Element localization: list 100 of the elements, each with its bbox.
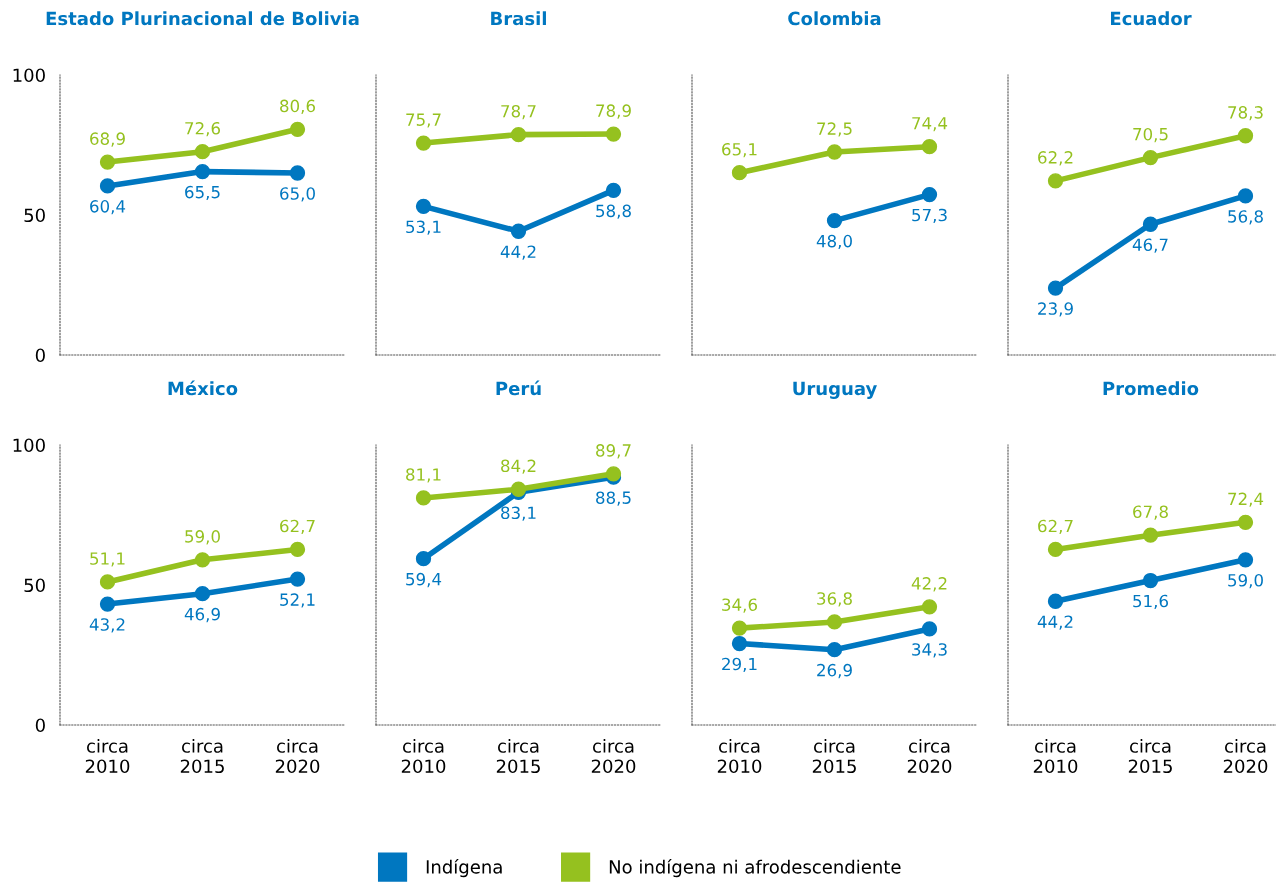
- point: [289, 571, 306, 587]
- point: [1237, 188, 1254, 204]
- y-tick-label: 50: [24, 578, 45, 593]
- data-label: 46,9: [184, 607, 220, 623]
- data-label: 72,4: [1228, 492, 1264, 507]
- point: [826, 212, 843, 229]
- point: [415, 490, 432, 506]
- y-tick-label: 0: [35, 718, 45, 733]
- y-tick-label: 100: [13, 68, 45, 83]
- data-label: 72,6: [185, 122, 221, 137]
- data-label: 62,7: [280, 519, 315, 535]
- point: [289, 541, 306, 558]
- data-label: 56,8: [1228, 210, 1263, 225]
- point: [510, 127, 527, 143]
- data-label: 72,5: [817, 122, 852, 137]
- data-label: 59,0: [1228, 573, 1263, 589]
- point: [921, 186, 938, 203]
- data-label: 83,1: [501, 506, 536, 521]
- point: [1047, 173, 1064, 189]
- data-label: 70,5: [1133, 127, 1168, 143]
- data-label: 43,2: [89, 618, 125, 633]
- data-label: 36,8: [817, 592, 852, 607]
- point: [731, 165, 748, 181]
- x-tick-label: circa 2010: [1033, 738, 1078, 774]
- point: [289, 165, 306, 181]
- point: [194, 552, 211, 568]
- point: [194, 586, 211, 602]
- x-tick-label: circa 2015: [812, 738, 856, 774]
- data-label: 68,9: [90, 132, 125, 147]
- data-label: 48,0: [816, 234, 852, 250]
- chart-title: Promedio: [1103, 381, 1199, 396]
- chart-title: Ecuador: [1111, 11, 1192, 26]
- data-label: 42,2: [911, 577, 947, 592]
- point: [99, 178, 116, 194]
- point: [1237, 552, 1254, 568]
- data-label: 59,0: [185, 530, 220, 545]
- point: [99, 574, 116, 590]
- point: [605, 126, 622, 142]
- data-label: 29,1: [722, 657, 757, 673]
- x-tick-label: circa 2020: [1223, 738, 1268, 774]
- data-label: 81,1: [406, 468, 441, 483]
- point: [99, 154, 116, 170]
- chart-title: Perú: [496, 380, 541, 396]
- data-label: 65,1: [722, 143, 757, 158]
- data-label: 53,1: [406, 220, 441, 235]
- data-label: 65,5: [185, 185, 220, 201]
- legend-label: No indígena ni afrodescendiente: [609, 859, 901, 878]
- data-label: 59,4: [406, 572, 442, 588]
- data-label: 52,1: [280, 593, 315, 608]
- point: [921, 139, 938, 155]
- data-label: 89,7: [596, 444, 631, 459]
- data-label: 34,3: [912, 643, 947, 658]
- point: [826, 642, 843, 658]
- point: [1142, 149, 1159, 166]
- x-tick-label: circa 2010: [401, 738, 446, 774]
- x-tick-label: circa 2015: [180, 738, 224, 774]
- point: [194, 144, 211, 160]
- data-label: 23,9: [1038, 302, 1073, 317]
- point: [415, 551, 432, 567]
- point: [826, 144, 843, 160]
- point: [99, 596, 116, 612]
- data-label: 67,8: [1133, 505, 1168, 520]
- point: [415, 198, 432, 214]
- data-label: 60,4: [90, 200, 126, 215]
- point: [1237, 514, 1254, 530]
- point: [194, 163, 211, 180]
- data-label: 74,4: [912, 117, 948, 132]
- data-label: 44,2: [1037, 615, 1073, 630]
- x-tick-label: circa 2010: [85, 738, 130, 774]
- data-label: 51,6: [1133, 594, 1169, 610]
- data-label: 84,2: [501, 459, 536, 474]
- chart-title: México: [168, 380, 238, 396]
- point: [415, 135, 432, 151]
- data-label: 26,9: [817, 663, 852, 679]
- data-label: 58,8: [596, 204, 631, 219]
- point: [510, 223, 527, 239]
- point: [1047, 593, 1064, 609]
- data-label: 46,7: [1132, 238, 1168, 253]
- data-label: 78,7: [501, 104, 536, 120]
- data-label: 62,2: [1038, 151, 1073, 166]
- data-label: 78,9: [596, 104, 631, 119]
- chart-title: Estado Plurinacional de Bolivia: [46, 11, 359, 26]
- data-label: 88,5: [596, 491, 631, 506]
- point: [921, 621, 938, 637]
- x-tick-label: circa 2015: [1128, 738, 1172, 774]
- x-tick-label: circa 2015: [496, 738, 540, 774]
- point: [826, 614, 843, 630]
- point: [731, 635, 748, 652]
- data-label: 57,3: [912, 208, 947, 224]
- point: [1142, 216, 1159, 232]
- point: [289, 121, 306, 137]
- y-tick-label: 50: [24, 208, 45, 223]
- data-label: 75,7: [406, 113, 441, 128]
- point: [1142, 572, 1159, 589]
- x-tick-label: circa 2020: [907, 738, 952, 774]
- point: [1047, 280, 1064, 296]
- point: [1237, 128, 1254, 144]
- data-label: 80,6: [280, 99, 316, 114]
- point: [731, 620, 748, 636]
- data-label: 44,2: [500, 245, 536, 260]
